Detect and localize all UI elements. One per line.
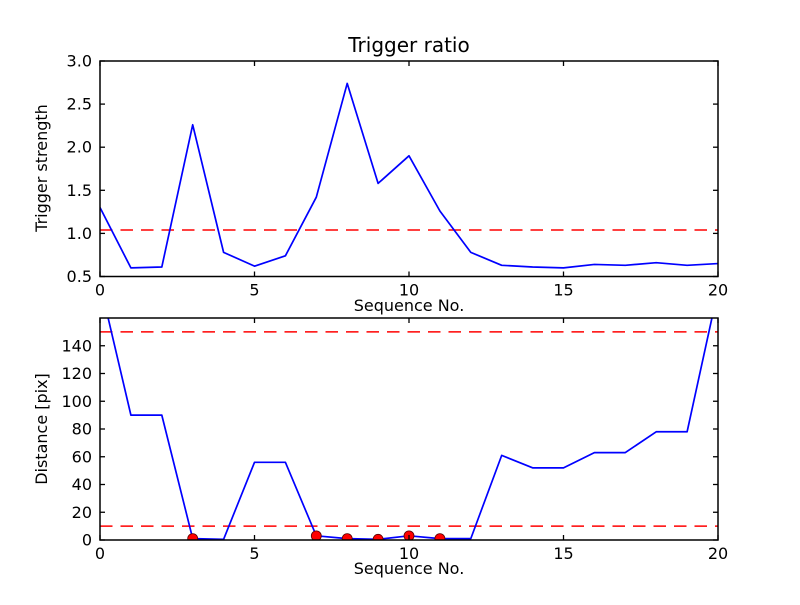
y-tick-label: 0 — [82, 531, 92, 550]
trigger-event-points-marker — [187, 533, 199, 540]
trigger-event-points-marker — [434, 533, 446, 540]
figure-title: Trigger ratio — [347, 33, 469, 57]
bottom-x-axis-label: Sequence No. — [354, 559, 465, 578]
x-tick-label: 20 — [708, 281, 728, 300]
bottom-axes-frame — [99, 317, 719, 541]
y-tick-label: 100 — [61, 392, 92, 411]
x-tick-label: 0 — [95, 544, 105, 563]
x-tick-label: 10 — [399, 281, 419, 300]
top-y-axis-label: Trigger strength — [32, 104, 51, 233]
y-tick-label: 2.5 — [67, 95, 92, 114]
x-tick-label: 10 — [399, 544, 419, 563]
y-tick-label: 2.0 — [67, 138, 92, 157]
top-data — [100, 82, 718, 269]
bottom-y-axis-label: Distance [pix] — [32, 373, 51, 485]
x-tick-label: 15 — [553, 544, 573, 563]
x-tick-label: 5 — [249, 281, 259, 300]
y-tick-label: 120 — [61, 364, 92, 383]
y-tick-label: 80 — [72, 420, 92, 439]
top-subplot: 0 5 10 15 200.51.01.52.02.53.0 Sequence No. … — [32, 52, 728, 316]
trigger-event-points-marker — [310, 530, 322, 540]
top-axes-frame — [99, 60, 719, 278]
axes-frame — [99, 317, 719, 541]
bottom-ticks: 0 5 10 15 20 0 20 40 60 80 100 120 140 — [61, 318, 728, 563]
y-tick-label: 3.0 — [67, 52, 92, 71]
y-tick-label: 40 — [72, 475, 92, 494]
trigger-event-points-marker — [341, 533, 353, 540]
x-tick-label: 5 — [249, 544, 259, 563]
x-tick-label: 0 — [95, 281, 105, 300]
y-tick-label: 1.5 — [67, 181, 92, 200]
bottom-thresholds — [100, 331, 718, 527]
y-tick-label: 60 — [72, 447, 92, 466]
x-tick-label: 15 — [553, 281, 573, 300]
y-tick-label: 140 — [61, 336, 92, 355]
x-tick-label: 20 — [708, 544, 728, 563]
top-x-axis-label: Sequence No. — [354, 296, 465, 315]
axes-frame — [99, 60, 719, 278]
y-tick-label: 1.0 — [67, 224, 92, 243]
trigger-strength-line — [100, 82, 718, 269]
y-tick-label: 20 — [72, 503, 92, 522]
y-tick-label: 0.5 — [67, 267, 92, 286]
top-ticks: 0 5 10 15 20 0.5 1.0 1.5 2.0 2.5 3.0 — [67, 52, 729, 300]
